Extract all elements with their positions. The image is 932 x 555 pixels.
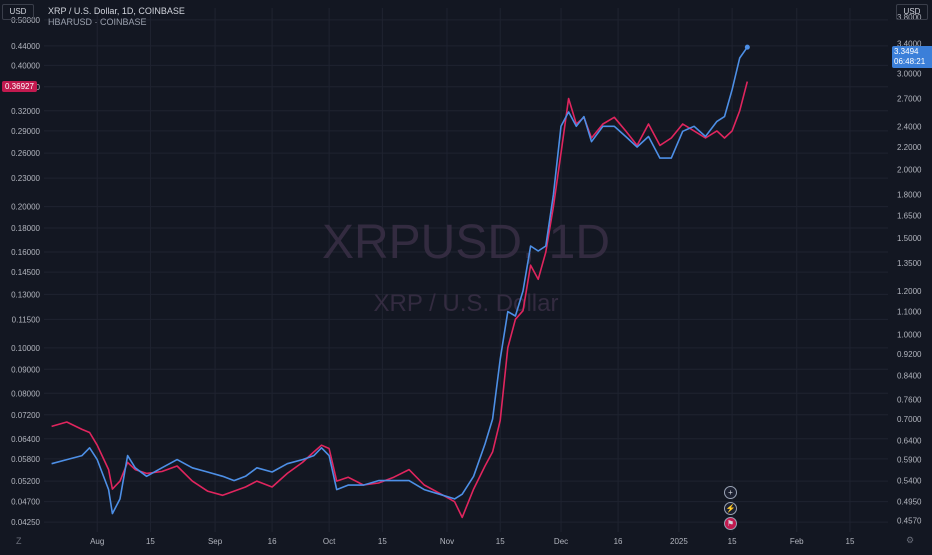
x-tick-label: Nov [440,537,454,546]
right-tick-label: 2.2000 [897,143,922,152]
settings-icon[interactable]: ⚙ [906,535,915,545]
secondary-symbol: HBARUSD · COINBASE [48,17,147,27]
right-tick-label: 0.4950 [897,497,922,506]
series-layer [51,44,750,519]
watermark-layer: XRPUSD, 1D XRP / U.S. Dollar [322,216,610,317]
left-tick-label: 0.40000 [11,61,40,70]
left-tick-label: 0.20000 [11,203,40,212]
right-tick-label: 1.5000 [897,234,922,243]
flag-icon[interactable]: ⚑ [724,517,737,530]
right-tick-label: 0.6400 [897,436,922,445]
left-tick-label: 0.18000 [11,224,40,233]
x-tick-label: 15 [378,537,387,546]
x-tick-label: 16 [614,537,623,546]
chart-title: XRP / U.S. Dollar, 1D, COINBASE [48,6,185,16]
left-tick-label: 0.29000 [11,127,40,136]
right-tick-label: 0.7000 [897,415,922,424]
right-tick-label: 2.0000 [897,166,922,175]
right-tick-label: 1.2000 [897,287,922,296]
x-tick-label: 15 [846,537,855,546]
left-tick-label: 0.10000 [11,344,40,353]
x-axis: Aug 15 Sep 16 Oct 15 Nov 15 Dec 16 2025 15 Feb 15 [90,537,855,546]
right-tick-label: 2.7000 [897,94,922,103]
right-tick-label: 0.7600 [897,395,922,404]
grid-layer [44,8,888,532]
left-tick-label: 0.44000 [11,42,40,51]
left-tick-label: 0.05800 [11,455,40,464]
left-tick-label: 0.32000 [11,107,40,116]
right-tick-label: 0.4570 [897,516,922,525]
right-tick-label: 1.1000 [897,308,922,317]
left-tick-label: 0.16000 [11,248,40,257]
xrp-last-price: 3.3494 [894,47,919,56]
left-tick-label: 0.23000 [11,174,40,183]
hbar-last-price-label: 0.36927 [2,81,37,92]
x-tick-label: Feb [790,537,804,546]
xrp-countdown: 06:48:21 [894,57,926,66]
left-axis-unit[interactable]: USD [2,4,34,20]
right-axis: 3.8000 3.4000 3.0000 2.7000 2.4000 2.2000 2.00… [897,13,922,525]
right-tick-label: 0.8400 [897,372,922,381]
xrp-last-point [744,44,750,50]
series-line-xrpusd [51,46,748,515]
left-tick-label: 0.06400 [11,435,40,444]
right-tick-label: 1.6500 [897,211,922,220]
right-tick-label: 1.8000 [897,191,922,200]
left-tick-label: 0.50000 [11,16,40,25]
left-tick-label: 0.13000 [11,290,40,299]
left-tick-label: 0.14500 [11,268,40,277]
left-tick-label: 0.05200 [11,477,40,486]
right-axis-unit[interactable]: USD [896,4,928,20]
x-tick-label: 2025 [670,537,688,546]
right-tick-label: 3.8000 [897,13,922,22]
left-tick-label: 0.04250 [11,518,40,527]
right-tick-label: 0.9200 [897,350,922,359]
x-tick-label: 15 [146,537,155,546]
lightning-icon[interactable]: ⚡ [724,502,737,515]
right-tick-label: 1.0000 [897,330,922,339]
left-tick-label: 0.08000 [11,389,40,398]
timezone-icon[interactable]: Z [16,536,22,546]
left-tick-label: 0.04700 [11,498,40,507]
xrp-last-price-label: 3.3494 06:48:21 [892,46,932,68]
watermark-symbol: XRPUSD, 1D [322,216,610,269]
x-tick-label: 16 [268,537,277,546]
x-tick-label: 15 [496,537,505,546]
x-tick-label: 15 [728,537,737,546]
x-tick-label: Sep [208,537,223,546]
right-tick-label: 3.4000 [897,40,922,49]
x-tick-label: Aug [90,537,104,546]
series-line-hbarusd [51,81,749,519]
right-tick-label: 3.0000 [897,69,922,78]
right-tick-label: 2.4000 [897,122,922,131]
right-tick-label: 0.5400 [897,477,922,486]
x-tick-label: Oct [323,537,336,546]
watermark-name: XRP / U.S. Dollar [374,290,559,317]
left-tick-label: 0.11500 [12,315,41,324]
x-tick-label: Dec [554,537,568,546]
left-tick-label: 0.07200 [11,411,40,420]
right-tick-label: 0.5900 [897,456,922,465]
left-tick-label: 0.26000 [11,149,40,158]
right-tick-label: 1.3500 [897,259,922,268]
left-tick-label: 0.09000 [11,365,40,374]
plus-circle-icon[interactable]: + [724,486,737,499]
